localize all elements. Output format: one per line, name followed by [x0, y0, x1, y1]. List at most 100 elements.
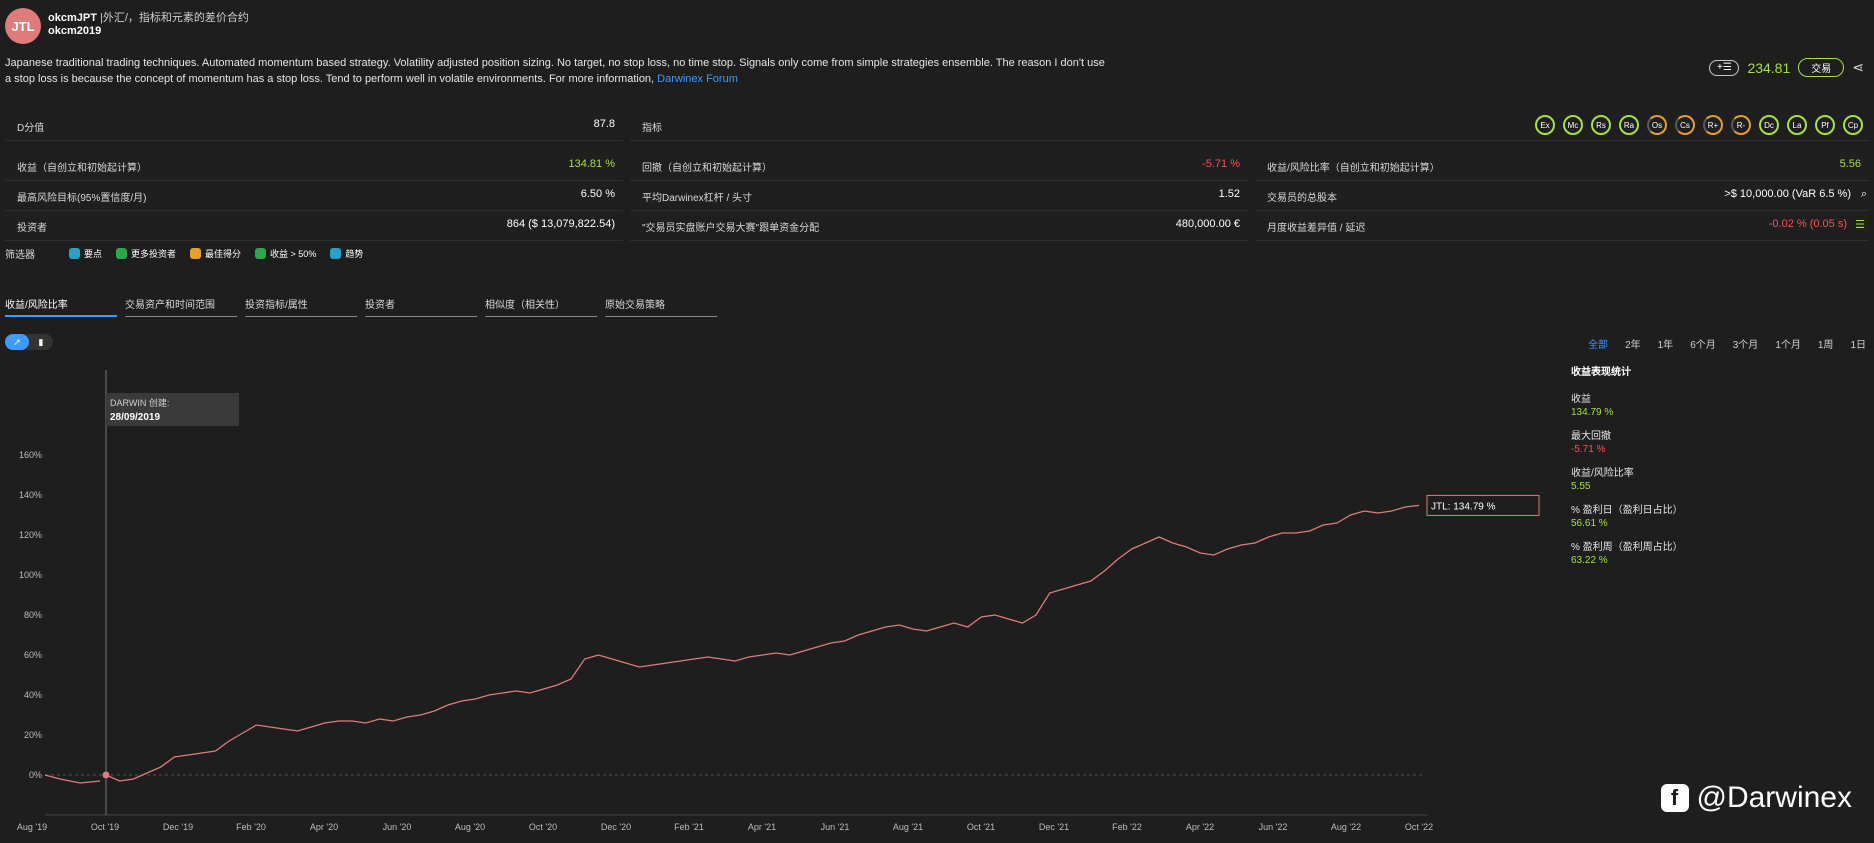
series-pre-line: [44, 774, 101, 784]
stat-value: 134.79 %: [1571, 407, 1614, 418]
d-score-value: 87.8: [593, 118, 615, 130]
range-option[interactable]: 1周: [1817, 340, 1834, 351]
monthly-cell: 月度收益差异值 / 延迟 -0.02 % (0.05 s) ☰: [1255, 211, 1869, 241]
tab-1[interactable]: 交易资产和时间范围: [125, 296, 237, 317]
last-value-label: JTL: 134.79 %: [1431, 501, 1496, 512]
add-to-watchlist-button[interactable]: +☰: [1709, 59, 1740, 76]
badge-cs[interactable]: Cs: [1675, 115, 1695, 135]
performance-stats: 收益表现统计 收益 134.79 % 最大回撤 -5.71 % 收益/风险比率 5.55%…: [1571, 366, 1683, 578]
avatar[interactable]: JTL: [5, 8, 41, 44]
bar-chart-icon[interactable]: ▮: [38, 336, 44, 347]
x-tick-label: Jun '20: [383, 822, 412, 832]
stat-label: % 盈利周（盈利周占比）: [1571, 542, 1683, 553]
stat-value: 63.22 %: [1571, 555, 1608, 566]
y-tick-label: 20%: [24, 730, 42, 740]
risk-cell: 最高风险目标(95%置信度/月) 6.50 %: [5, 181, 623, 211]
line-chart-icon[interactable]: ↗: [5, 334, 29, 350]
y-tick-label: 100%: [19, 570, 42, 580]
stat-value: 5.55: [1571, 481, 1591, 492]
filter-label: 要点: [84, 249, 103, 259]
stat-item: 收益 134.79 %: [1571, 393, 1683, 419]
return-chart: 0% 20% 40% 60% 80% 100% 120% 140% 160% Aug '19 Oct…: [17, 370, 1540, 832]
range-option[interactable]: 1日: [1850, 340, 1866, 351]
x-tick-label: Jun '22: [1259, 822, 1288, 832]
filter-chip[interactable]: 要点: [69, 247, 102, 260]
x-tick-label: Jun '21: [821, 822, 850, 832]
bars-icon[interactable]: ☰: [1855, 219, 1865, 231]
badge-ex[interactable]: Ex: [1535, 115, 1555, 135]
section-tabs: 收益/风险比率 交易资产和时间范围 投资指标/属性 投资者 相似度（相关性） 原始交易策略: [5, 296, 717, 317]
filter-chip[interactable]: 最佳得分: [190, 247, 241, 260]
y-tick-label: 140%: [19, 490, 42, 500]
facebook-icon: f: [1660, 784, 1689, 812]
capital-value: >$ 10,000.00 (VaR 6.5 %): [1724, 188, 1851, 200]
badge-la[interactable]: La: [1787, 115, 1807, 135]
badge-dc[interactable]: Dc: [1759, 115, 1779, 135]
ratio-cell: 收益/风险比率（自创立和初始起计算） 5.56: [1255, 151, 1869, 181]
darwin-category: |外汇/，指标和元素的差价合约: [99, 12, 249, 24]
leverage-value: 1.52: [1218, 188, 1240, 200]
tab-2[interactable]: 投资指标/属性: [245, 296, 357, 317]
forum-link[interactable]: Darwinex Forum: [657, 73, 738, 85]
username[interactable]: okcm2019: [48, 25, 102, 37]
badge-ra[interactable]: Ra: [1619, 115, 1639, 135]
ratio-label: 收益/风险比率（自创立和初始起计算）: [1267, 163, 1440, 174]
badge-pf[interactable]: Pf: [1815, 115, 1835, 135]
badge-rminus[interactable]: R-: [1731, 115, 1751, 135]
drawdown-label: 回撤（自创立和初始起计算）: [642, 163, 772, 174]
filter-icon: [116, 248, 128, 259]
range-option[interactable]: 6个月: [1690, 340, 1716, 351]
description-text: Japanese traditional trading techniques.…: [5, 57, 1105, 85]
y-tick-label: 120%: [19, 530, 42, 540]
investors-cell: 投资者 864 ($ 13,079,822.54): [5, 211, 623, 241]
y-tick-label: 60%: [24, 650, 42, 660]
y-tick-label: 160%: [19, 450, 42, 460]
badge-rs[interactable]: Rs: [1591, 115, 1611, 135]
tab-3[interactable]: 投资者: [365, 296, 477, 317]
filter-chip[interactable]: 收益 > 50%: [255, 247, 316, 260]
trade-button[interactable]: 交易: [1798, 58, 1845, 77]
filter-chip[interactable]: 更多投资者: [116, 247, 176, 260]
creation-point: [102, 771, 110, 779]
y-tick-label: 40%: [24, 690, 42, 700]
stat-item: % 盈利周（盈利周占比） 63.22 %: [1571, 541, 1683, 567]
badge-mc[interactable]: Mc: [1563, 115, 1583, 135]
watermark: f @Darwinex: [1660, 781, 1852, 815]
return-value: 134.81 %: [568, 158, 615, 170]
range-option[interactable]: 1个月: [1775, 340, 1801, 351]
filter-icon: [255, 248, 267, 259]
return-label: 收益（自创立和初始起计算）: [17, 163, 147, 174]
filter-chip[interactable]: 趋势: [330, 247, 363, 260]
search-icon[interactable]: ⌕: [1860, 188, 1867, 200]
tab-5[interactable]: 原始交易策略: [605, 296, 717, 317]
badge-cp[interactable]: Cp: [1843, 115, 1863, 135]
tab-0[interactable]: 收益/风险比率: [5, 296, 117, 317]
strategy-description: Japanese traditional trading techniques.…: [5, 55, 1105, 87]
filter-label: 更多投资者: [131, 249, 177, 259]
investors-label: 投资者: [17, 223, 47, 234]
filter-label: 收益 > 50%: [270, 249, 317, 259]
range-option[interactable]: 3个月: [1732, 340, 1759, 351]
chart-type-toggle[interactable]: ↗ ▮: [5, 334, 53, 350]
last-value-box: [1426, 494, 1540, 516]
filters-label: 筛选器: [5, 250, 35, 261]
filter-label: 趋势: [345, 249, 364, 259]
range-option[interactable]: 2年: [1625, 340, 1641, 351]
stat-label: 收益: [1571, 394, 1591, 405]
x-tick-label: Oct '22: [1405, 822, 1433, 832]
share-icon[interactable]: ⋖: [1852, 59, 1864, 75]
risk-label: 最高风险目标(95%置信度/月): [17, 193, 147, 204]
x-tick-label: Feb '20: [236, 822, 266, 832]
x-tick-label: Aug '21: [893, 822, 923, 832]
badge-rplus[interactable]: R+: [1703, 115, 1723, 135]
x-tick-label: Aug '22: [1331, 822, 1361, 832]
leverage-cell: 平均Darwinex杠杆 / 头寸 1.52: [630, 181, 1248, 211]
d-score-label: D分值: [17, 123, 45, 134]
tab-4[interactable]: 相似度（相关性）: [485, 296, 597, 317]
drawdown-value: -5.71 %: [1202, 158, 1240, 170]
indicator-badges: Ex Mc Rs Ra Os Cs R+ R- Dc La Pf Cp: [1535, 115, 1863, 135]
range-option[interactable]: 1年: [1657, 340, 1674, 351]
range-option[interactable]: 全部: [1588, 340, 1609, 351]
monthly-label: 月度收益差异值 / 延迟: [1267, 223, 1366, 234]
badge-os[interactable]: Os: [1647, 115, 1667, 135]
